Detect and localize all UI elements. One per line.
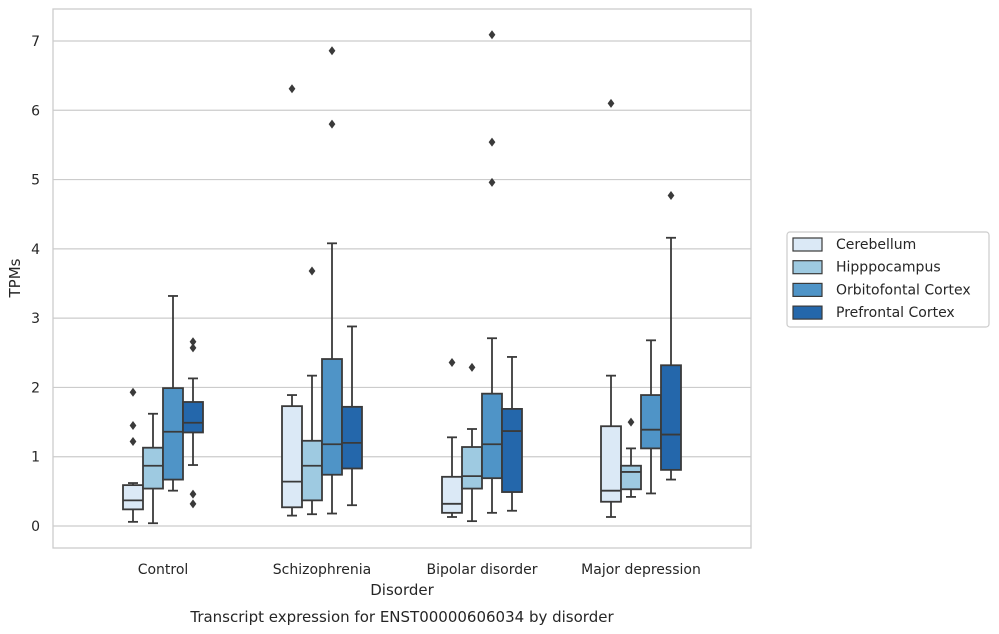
legend-label: Cerebellum xyxy=(836,237,916,253)
box xyxy=(600,425,622,503)
box-layer xyxy=(122,30,682,525)
box-group xyxy=(301,266,323,516)
legend-swatch xyxy=(792,305,823,320)
y-tick-label: 3 xyxy=(31,311,40,327)
outlier-point xyxy=(129,421,137,431)
x-tick-label: Major depression xyxy=(581,562,701,578)
box xyxy=(182,401,204,434)
outlier-point xyxy=(129,387,137,397)
x-tick-labels: Control Schizophrenia Bipolar disorder Majo… xyxy=(138,562,701,578)
outlier-point xyxy=(189,489,197,499)
box-group xyxy=(142,412,164,525)
box xyxy=(122,484,144,511)
chart-title: Transcript expression for ENST0000060603… xyxy=(189,608,614,626)
plot-frame xyxy=(52,8,752,549)
box-group xyxy=(461,362,483,523)
box xyxy=(620,464,642,491)
box xyxy=(640,394,662,450)
x-axis-title: Disorder xyxy=(370,581,434,599)
box xyxy=(461,446,483,490)
box xyxy=(321,358,343,476)
outlier-point xyxy=(488,177,496,187)
legend-label: Hipppocampus xyxy=(836,260,941,276)
box-group xyxy=(321,46,343,515)
y-tick-label: 2 xyxy=(31,380,40,396)
box xyxy=(281,405,303,509)
legend-swatch xyxy=(792,282,823,297)
x-tick-label: Schizophrenia xyxy=(273,562,371,578)
x-tick-label: Control xyxy=(138,562,189,578)
outlier-point xyxy=(328,119,336,129)
legend-label: Orbitofontal Cortex xyxy=(836,282,971,298)
outlier-point xyxy=(189,499,197,509)
y-tick-labels: 0 1 2 3 4 5 6 7 xyxy=(31,34,40,535)
legend: Cerebellum Hipppocampus Orbitofontal Corte… xyxy=(786,231,990,328)
x-tick-label: Bipolar disorder xyxy=(426,562,537,578)
box-group xyxy=(501,356,523,512)
outlier-point xyxy=(308,266,316,276)
legend-swatch xyxy=(792,260,823,275)
y-tick-label: 1 xyxy=(31,450,40,466)
outlier-point xyxy=(189,343,197,353)
outlier-point xyxy=(488,137,496,147)
outlier-point xyxy=(627,417,635,427)
box xyxy=(341,405,363,470)
box-group xyxy=(281,84,303,517)
box-group xyxy=(481,30,503,514)
y-tick-label: 5 xyxy=(31,173,40,189)
box xyxy=(301,439,323,502)
outlier-point xyxy=(288,84,296,94)
box-group xyxy=(620,417,642,498)
legend-frame xyxy=(786,231,990,328)
box-group xyxy=(600,98,622,518)
box xyxy=(501,408,523,493)
outlier-point xyxy=(448,357,456,367)
y-axis-title: TPMs xyxy=(6,258,24,298)
box-group xyxy=(640,339,662,495)
box-group xyxy=(162,295,184,492)
outlier-point xyxy=(488,30,496,40)
box xyxy=(441,475,463,514)
y-tick-label: 4 xyxy=(31,242,40,258)
box-group xyxy=(441,357,463,518)
legend-label: Prefrontal Cortex xyxy=(836,305,955,321)
box-group xyxy=(660,191,682,481)
y-tick-label: 0 xyxy=(31,519,40,535)
legend-swatch xyxy=(792,237,823,252)
box-group xyxy=(122,387,144,523)
outlier-point xyxy=(667,191,675,201)
outlier-point xyxy=(189,337,197,347)
box xyxy=(142,446,164,490)
box-group xyxy=(341,325,363,507)
outlier-point xyxy=(129,436,137,446)
outlier-point xyxy=(468,362,476,372)
box xyxy=(481,392,503,480)
outlier-point xyxy=(607,98,615,108)
y-tick-label: 7 xyxy=(31,34,40,50)
box xyxy=(162,387,184,481)
y-tick-label: 6 xyxy=(31,103,40,119)
outlier-point xyxy=(328,46,336,56)
box xyxy=(660,364,682,471)
box-group xyxy=(182,337,204,509)
